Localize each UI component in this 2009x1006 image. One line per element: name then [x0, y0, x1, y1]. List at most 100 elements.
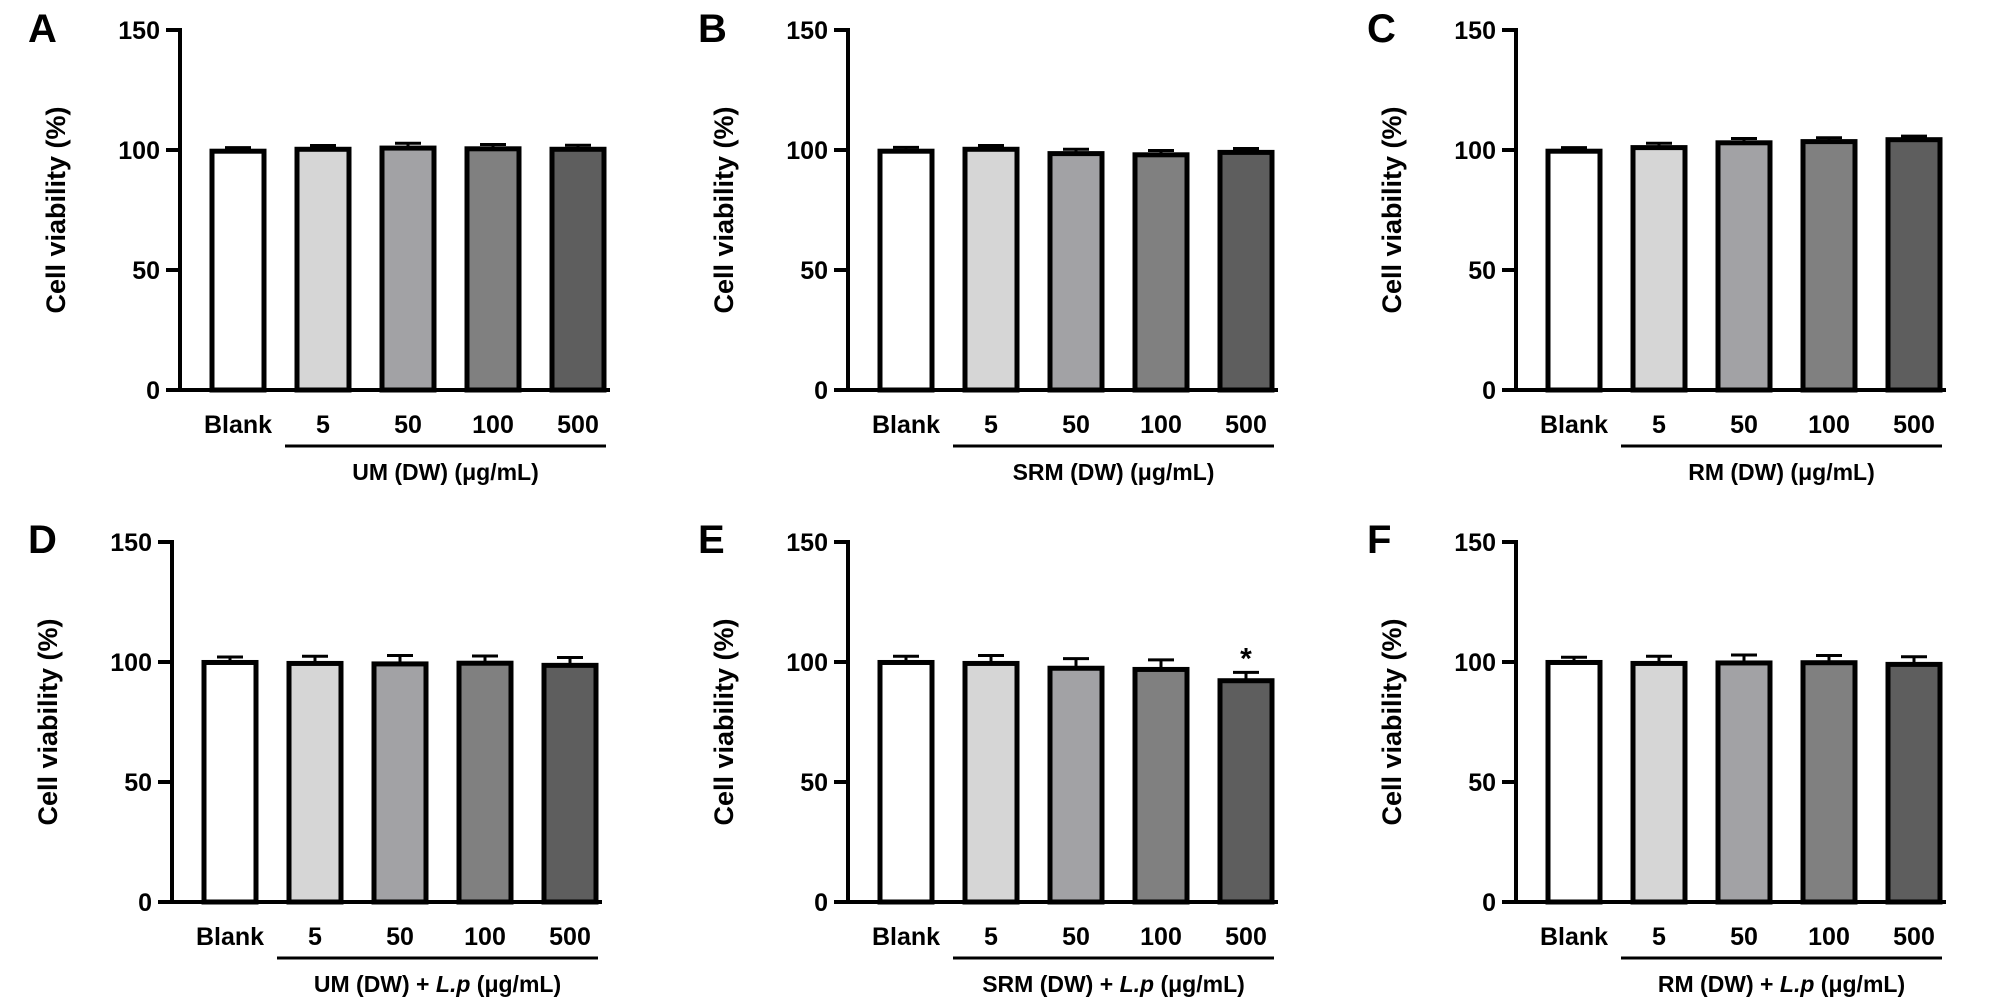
bar-500 — [1217, 149, 1275, 393]
x-tick-label: 50 — [1730, 923, 1758, 951]
bar-blank — [209, 148, 267, 393]
panel-c: C Cell viability (%) Blank 5 50 100 500 0 50 100 1… — [1367, 7, 1946, 485]
bar-500 — [1885, 137, 1943, 393]
x-tick-label: 5 — [984, 923, 998, 951]
bar-100 — [1800, 660, 1858, 905]
group-title: RM (DW) (μg/mL) — [1688, 459, 1875, 485]
bar-50 — [379, 145, 437, 393]
x-tick-label: 500 — [549, 923, 591, 951]
x-tick-label: 100 — [1808, 411, 1850, 439]
y-tick-label: 50 — [800, 257, 828, 285]
y-tick-label: 0 — [146, 377, 160, 405]
x-tick-label: 50 — [1062, 923, 1090, 951]
x-tick-label: 50 — [394, 411, 422, 439]
x-tick-label: Blank — [196, 923, 264, 951]
group-title: UM (DW) + L.p (μg/mL) — [314, 971, 561, 997]
bar-blank — [877, 659, 935, 905]
bar-5 — [962, 660, 1020, 905]
y-axis-title: Cell viability (%) — [1377, 618, 1407, 825]
panel-d: D Cell viability (%) Blank 5 50 100 500 0 50 100 1… — [28, 518, 602, 997]
group-title: UM (DW) (μg/mL) — [352, 459, 539, 485]
bar-500 — [549, 146, 607, 393]
y-axis-title: Cell viability (%) — [709, 106, 739, 313]
y-tick-label: 150 — [110, 529, 152, 557]
bar-blank — [877, 148, 935, 393]
panel-e: E Cell viability (%) Blank 5 50 100 * 500 0 50 100… — [698, 518, 1278, 997]
panel-label: C — [1367, 7, 1396, 51]
significance-marker: * — [1240, 642, 1252, 675]
bar-blank — [1545, 148, 1603, 393]
y-tick-label: 100 — [110, 649, 152, 677]
group-title: SRM (DW) (μg/mL) — [1013, 459, 1215, 485]
y-axis-title: Cell viability (%) — [41, 106, 71, 313]
x-tick-label: 500 — [1225, 923, 1267, 951]
x-tick-label: Blank — [1540, 411, 1608, 439]
x-tick-label: 5 — [316, 411, 330, 439]
x-tick-label: 5 — [984, 411, 998, 439]
bar-100 — [456, 660, 514, 905]
panel-label: A — [28, 7, 57, 51]
x-tick-label: Blank — [872, 923, 940, 951]
bar-500 — [541, 662, 599, 905]
bar-blank — [1545, 659, 1603, 905]
panel-label: F — [1367, 518, 1391, 562]
bar-100 — [1132, 152, 1190, 393]
y-tick-label: 0 — [138, 889, 152, 917]
bar-5 — [1630, 145, 1688, 393]
panel-b: B Cell viability (%) Blank 5 50 100 500 0 50 100 1… — [698, 7, 1278, 485]
x-tick-label: 500 — [557, 411, 599, 439]
bar-100 — [1132, 666, 1190, 905]
x-tick-label: 50 — [386, 923, 414, 951]
y-tick-label: 0 — [1482, 889, 1496, 917]
bar-500 — [1217, 678, 1275, 905]
bar-5 — [962, 146, 1020, 393]
x-tick-label: 100 — [1808, 923, 1850, 951]
bar-blank — [201, 659, 259, 905]
bar-5 — [294, 146, 352, 393]
panel-a: A Cell viability (%) Blank 5 50 100 500 0 50 100 1… — [28, 7, 610, 485]
panel-label: E — [698, 518, 725, 562]
y-tick-label: 150 — [1454, 17, 1496, 45]
y-axis-title: Cell viability (%) — [1377, 106, 1407, 313]
x-tick-label: Blank — [872, 411, 940, 439]
y-tick-label: 100 — [786, 649, 828, 677]
x-tick-label: 100 — [464, 923, 506, 951]
x-tick-label: 100 — [472, 411, 514, 439]
y-tick-label: 0 — [1482, 377, 1496, 405]
y-axis-title: Cell viability (%) — [33, 618, 63, 825]
y-tick-label: 150 — [118, 17, 160, 45]
bar-50 — [1047, 151, 1105, 393]
y-tick-label: 150 — [786, 529, 828, 557]
x-tick-label: 50 — [1062, 411, 1090, 439]
x-tick-label: 100 — [1140, 923, 1182, 951]
x-tick-label: Blank — [204, 411, 272, 439]
bar-500 — [1885, 661, 1943, 905]
y-tick-label: 150 — [1454, 529, 1496, 557]
x-tick-label: 500 — [1893, 923, 1935, 951]
bar-50 — [1047, 665, 1105, 905]
x-tick-label: 5 — [1652, 923, 1666, 951]
y-tick-label: 100 — [786, 137, 828, 165]
x-tick-label: Blank — [1540, 923, 1608, 951]
panel-label: D — [28, 518, 57, 562]
panel-label: B — [698, 7, 727, 51]
bar-50 — [1715, 140, 1773, 393]
x-tick-label: 100 — [1140, 411, 1182, 439]
y-tick-label: 100 — [1454, 649, 1496, 677]
bar-50 — [1715, 660, 1773, 905]
y-tick-label: 50 — [800, 769, 828, 797]
group-title: SRM (DW) + L.p (μg/mL) — [982, 971, 1245, 997]
bar-5 — [1630, 660, 1688, 905]
y-tick-label: 50 — [1468, 769, 1496, 797]
bar-100 — [464, 146, 522, 393]
x-tick-label: 500 — [1225, 411, 1267, 439]
group-title: RM (DW) + L.p (μg/mL) — [1658, 971, 1905, 997]
bar-50 — [371, 661, 429, 905]
y-tick-label: 150 — [786, 17, 828, 45]
y-tick-label: 0 — [814, 889, 828, 917]
y-tick-label: 0 — [814, 377, 828, 405]
y-tick-label: 100 — [118, 137, 160, 165]
y-axis-title: Cell viability (%) — [709, 618, 739, 825]
x-tick-label: 50 — [1730, 411, 1758, 439]
